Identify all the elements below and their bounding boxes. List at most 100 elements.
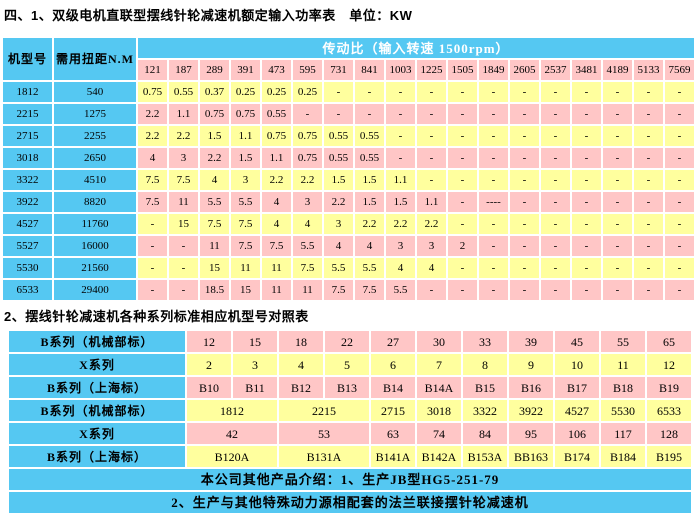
power-value-cell: -	[386, 104, 415, 124]
power-value-cell: 0.55	[355, 148, 384, 168]
ratio-header-cell: 473	[262, 60, 291, 80]
model-table: B系列（机械部标） 12 15 18 22 27 30 33 39 45 55 65 X系列 2 3 4 5 6 7…	[7, 329, 693, 515]
power-value-cell: 1.1	[231, 126, 260, 146]
power-value-cell: -	[386, 126, 415, 146]
power-value-cell: -	[603, 258, 632, 278]
power-value-cell: -	[417, 280, 446, 300]
ratio-header-cell: 731	[324, 60, 353, 80]
series-value-cell: 65	[647, 331, 691, 352]
power-value-cell: -	[541, 126, 570, 146]
power-value-cell: 5.5	[231, 192, 260, 212]
power-value-cell: -	[510, 280, 539, 300]
power-value-cell: 5.5	[200, 192, 229, 212]
series-value-cell: B142A	[417, 446, 461, 467]
power-value-cell: -	[603, 236, 632, 256]
power-value-cell: -	[634, 126, 663, 146]
power-value-cell: 2.2	[355, 214, 384, 234]
power-value-cell: 15	[200, 258, 229, 278]
power-value-cell: -	[479, 258, 508, 278]
series-value-cell: 6	[371, 354, 415, 375]
power-value-cell: 0.75	[293, 126, 322, 146]
torque-cell: 16000	[54, 236, 136, 256]
series-value-cell: 84	[463, 423, 507, 444]
series-value-cell: 42	[187, 423, 277, 444]
power-value-cell: 0.75	[262, 126, 291, 146]
series-value-cell: 74	[417, 423, 461, 444]
power-value-cell: -	[448, 82, 477, 102]
power-value-cell: 4	[138, 148, 167, 168]
power-value-cell: 4	[324, 236, 353, 256]
series-value-cell: 6533	[647, 400, 691, 421]
power-value-cell: 7.5	[138, 192, 167, 212]
power-value-cell: -	[541, 170, 570, 190]
series-value-cell: 2715	[371, 400, 415, 421]
power-value-cell: -	[448, 280, 477, 300]
footer-note-cell: 本公司其他产品介绍：1、生产JB型HG5-251-79	[9, 469, 691, 490]
power-value-cell: -	[634, 258, 663, 278]
power-value-cell: -	[541, 236, 570, 256]
power-value-cell: -	[572, 214, 601, 234]
power-value-cell: -	[603, 126, 632, 146]
power-value-cell: -	[293, 104, 322, 124]
power-value-cell: -	[572, 280, 601, 300]
power-value-cell: -	[541, 82, 570, 102]
power-value-cell: 11	[262, 258, 291, 278]
power-value-cell: 2.2	[324, 192, 353, 212]
power-value-cell: 7.5	[138, 170, 167, 190]
power-value-cell: -	[603, 192, 632, 212]
series-value-cell: B17	[555, 377, 599, 398]
series-value-cell: 10	[555, 354, 599, 375]
power-value-cell: 3	[169, 148, 198, 168]
series-value-cell: B131A	[279, 446, 369, 467]
series-value-cell: 11	[601, 354, 645, 375]
ratio-header-cell: 3481	[572, 60, 601, 80]
power-value-cell: 0.75	[231, 104, 260, 124]
power-value-cell: -	[479, 236, 508, 256]
power-value-cell: 11	[200, 236, 229, 256]
power-value-cell: 5.5	[324, 258, 353, 278]
series-value-cell: 12	[647, 354, 691, 375]
power-value-cell: 11	[262, 280, 291, 300]
series-value-cell: B174	[555, 446, 599, 467]
power-value-cell: 0.55	[262, 104, 291, 124]
ratio-header-cell: 1225	[417, 60, 446, 80]
power-value-cell: -	[138, 214, 167, 234]
series-value-cell: 3	[233, 354, 277, 375]
power-value-cell: 4	[262, 214, 291, 234]
series-value-cell: B14	[371, 377, 415, 398]
ratio-header-cell: 595	[293, 60, 322, 80]
power-value-cell: -	[510, 214, 539, 234]
series-value-cell: 4	[279, 354, 323, 375]
power-value-cell: -	[448, 126, 477, 146]
power-value-cell: -	[448, 148, 477, 168]
power-value-cell: -	[665, 148, 694, 168]
power-value-cell: 0.75	[138, 82, 167, 102]
series-value-cell: B120A	[187, 446, 277, 467]
power-value-cell: -	[634, 82, 663, 102]
power-value-cell: -	[572, 82, 601, 102]
power-value-cell: -	[479, 170, 508, 190]
power-value-cell: 0.55	[324, 148, 353, 168]
series-value-cell: 128	[647, 423, 691, 444]
power-value-cell: 3	[324, 214, 353, 234]
series-value-cell: B10	[187, 377, 231, 398]
power-table: 机型号 需用扭距N.M 传动比（输入转速 1500rpm） 121 187 289 391 4…	[1, 36, 696, 302]
footer-note-cell: 2、生产与其他特殊动力源相配套的法兰联接摆针轮减速机	[9, 492, 691, 513]
power-value-cell: 2.2	[200, 148, 229, 168]
model-cell: 5527	[3, 236, 52, 256]
power-value-cell: -	[324, 104, 353, 124]
power-value-cell: -	[355, 104, 384, 124]
power-table-body: 机型号 需用扭距N.M 传动比（输入转速 1500rpm） 121 187 289 391 4…	[3, 38, 694, 300]
series-value-cell: B16	[509, 377, 553, 398]
power-value-cell: 2.2	[138, 104, 167, 124]
power-value-cell: -	[417, 82, 446, 102]
power-value-cell: 1.5	[231, 148, 260, 168]
power-value-cell: -	[510, 104, 539, 124]
power-value-cell: -	[355, 82, 384, 102]
power-value-cell: 11	[293, 280, 322, 300]
power-value-cell: -	[510, 236, 539, 256]
power-value-cell: 4	[293, 214, 322, 234]
series-value-cell: B18	[601, 377, 645, 398]
ratio-header-cell: 121	[138, 60, 167, 80]
